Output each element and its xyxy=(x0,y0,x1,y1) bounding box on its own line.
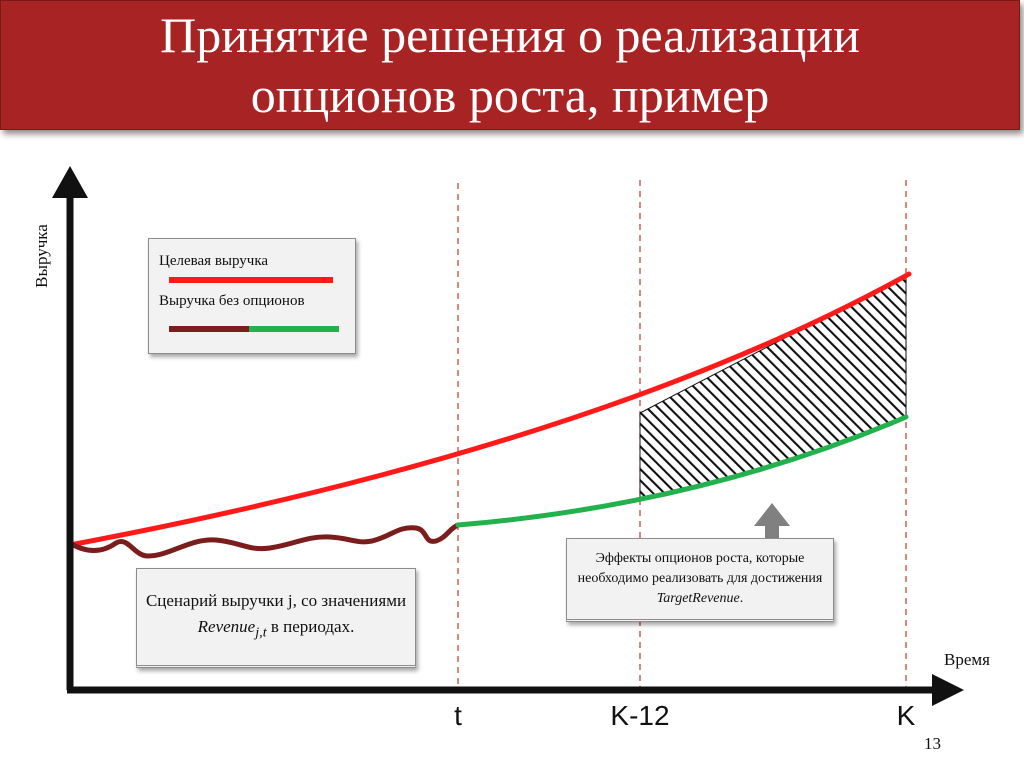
scenario-text-before: Сценарий выручки j, со значениями xyxy=(145,591,407,611)
x-axis-label: Время xyxy=(944,650,990,669)
effects-text: Эффекты опционов роста, которые необходи… xyxy=(577,551,823,586)
tick-label-k12: K-12 xyxy=(610,700,670,731)
y-axis-label: Выручка xyxy=(32,224,51,288)
legend-box: Целевая выручка Выручка без опционов xyxy=(148,238,356,354)
tick-label-t: t xyxy=(454,700,462,731)
title-banner: Принятие решения о реализации опционов р… xyxy=(0,0,1020,130)
scenario-text-after: в периодах. xyxy=(266,617,355,637)
effects-note: Эффекты опционов роста, которые необходи… xyxy=(566,538,834,622)
legend-target-label: Целевая выручка xyxy=(159,253,269,269)
target-revenue-curve xyxy=(67,271,912,548)
effects-note-text: Эффекты опционов роста, которые необходи… xyxy=(567,549,833,609)
y-axis-arrow-icon xyxy=(52,166,88,198)
scenario-note-text: Сценарий выручки j, со значениями Revenu… xyxy=(137,588,415,645)
legend-no-options-label: Выручка без опционов xyxy=(159,293,305,309)
revenue-forecast-curve xyxy=(455,414,909,528)
legend-past-line xyxy=(169,326,249,332)
legend-target-line xyxy=(169,277,333,283)
up-arrow-icon xyxy=(754,503,790,540)
legend-forecast-line xyxy=(249,326,339,332)
scenario-formula-sub: j,t xyxy=(255,624,267,641)
tick-label-k: K xyxy=(896,700,916,731)
x-axis-arrow-icon xyxy=(932,674,964,706)
slide-title: Принятие решения о реализации опционов р… xyxy=(160,7,860,123)
y-axis-label-fragment: а xyxy=(66,240,72,254)
effects-text-end: . xyxy=(739,591,744,606)
scenario-note: Сценарий выручки j, со значениями Revenu… xyxy=(136,568,416,668)
scenario-formula: Revenue xyxy=(197,617,256,637)
effects-formula: TargetRevenue xyxy=(656,591,740,606)
page-number: 13 xyxy=(924,734,941,753)
revenue-past-curve xyxy=(67,522,461,559)
